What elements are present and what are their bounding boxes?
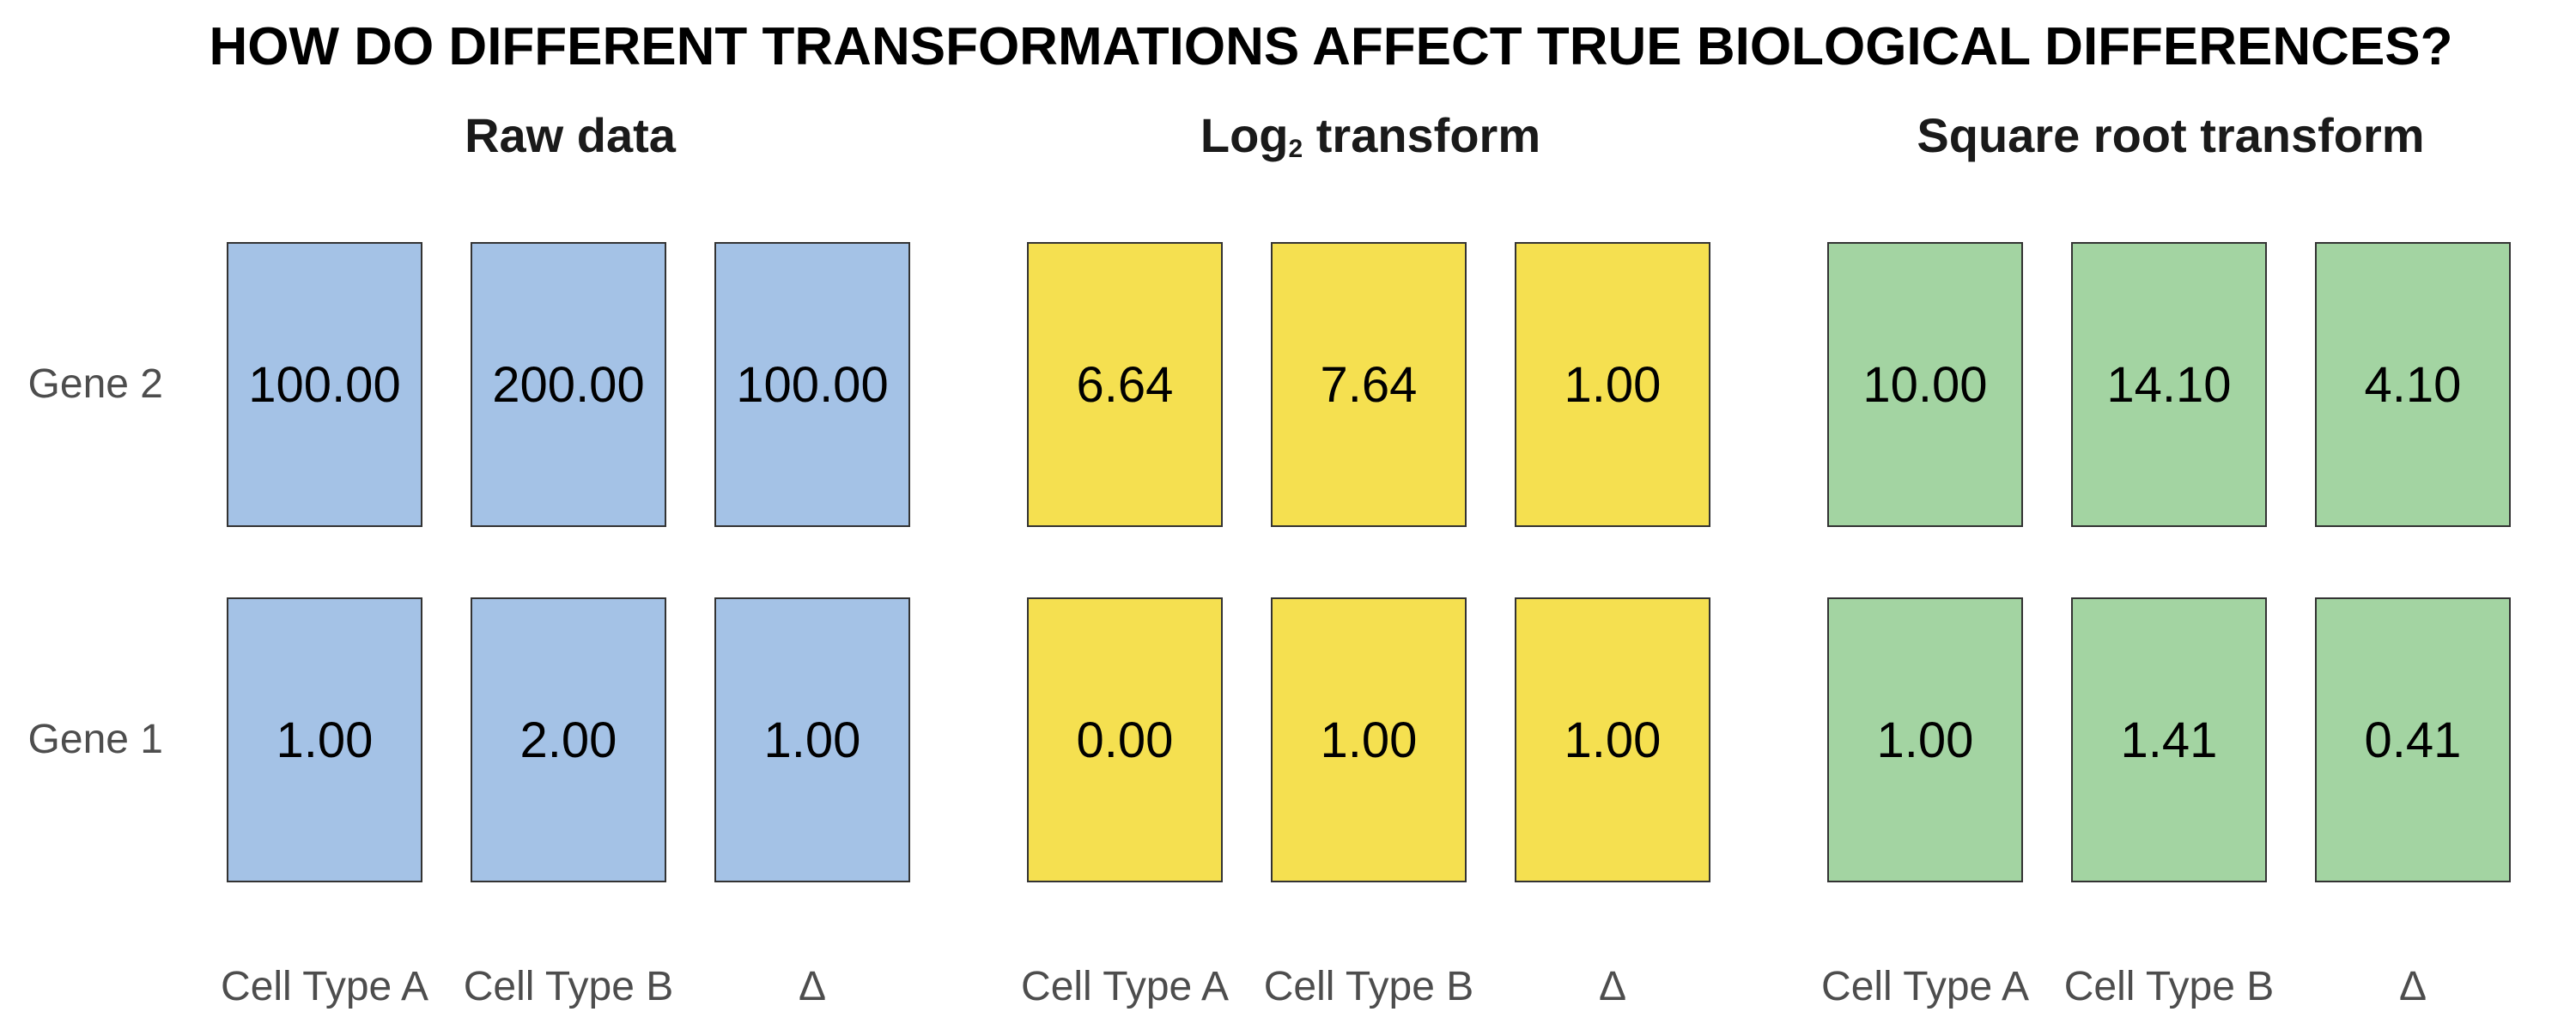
- panel-title-log2-subscript: 2: [1288, 135, 1303, 163]
- tile-value-label: 1.41: [2120, 712, 2218, 768]
- tile-value-label: 100.00: [736, 356, 889, 413]
- column-label-delta: Δ: [798, 964, 827, 1009]
- heatmap-tile: 1.00: [714, 597, 910, 882]
- heatmap-tile: 7.64: [1271, 242, 1467, 527]
- panel-title-sqrt: Square root transform: [1917, 108, 2425, 162]
- tile-value-label: 6.64: [1076, 356, 1174, 413]
- heatmap-tile: 1.00: [227, 597, 422, 882]
- row-label-gene-1: Gene 1: [27, 717, 163, 762]
- heatmap-tile: 1.00: [1827, 597, 2023, 882]
- tile-value-label: 1.00: [1564, 712, 1662, 768]
- tile-value-label: 1.00: [1320, 712, 1418, 768]
- chart-title: HOW DO DIFFERENT TRANSFORMATIONS AFFECT …: [209, 17, 2453, 76]
- heatmap-tile: 14.10: [2071, 242, 2267, 527]
- tile-value-label: 7.64: [1320, 356, 1418, 413]
- tile-value-label: 100.00: [248, 356, 401, 413]
- heatmap-tile: 1.00: [1515, 597, 1710, 882]
- panel-title-log2-rest: transform: [1303, 108, 1541, 162]
- heatmap-tile: 10.00: [1827, 242, 2023, 527]
- heatmap-tile: 200.00: [471, 242, 666, 527]
- tile-value-label: 10.00: [1862, 356, 1988, 413]
- column-label-delta: Δ: [2398, 964, 2427, 1009]
- column-label-cell-type-a: Cell Type A: [1821, 964, 2029, 1009]
- tile-value-label: 1.00: [1564, 356, 1662, 413]
- heatmap-tile: 100.00: [714, 242, 910, 527]
- heatmap-tile: 1.00: [1271, 597, 1467, 882]
- column-label-cell-type-b: Cell Type B: [463, 964, 674, 1009]
- column-label-cell-type-a: Cell Type A: [1021, 964, 1229, 1009]
- tile-value-label: 1.00: [276, 712, 374, 768]
- tile-value-label: 2.00: [519, 712, 617, 768]
- heatmap-tile: 0.41: [2315, 597, 2511, 882]
- heatmap-tile: 0.00: [1027, 597, 1223, 882]
- tile-value-label: 200.00: [492, 356, 645, 413]
- tile-value-label: 14.10: [2106, 356, 2232, 413]
- column-label-cell-type-a: Cell Type A: [221, 964, 428, 1009]
- row-label-gene-2: Gene 2: [27, 361, 163, 407]
- tile-value-label: 1.00: [763, 712, 861, 768]
- heatmap-tile: 100.00: [227, 242, 422, 527]
- column-label-cell-type-b: Cell Type B: [2063, 964, 2275, 1009]
- heatmap-tile: 1.00: [1515, 242, 1710, 527]
- heatmap-tile: 2.00: [471, 597, 666, 882]
- heatmap-tile: 4.10: [2315, 242, 2511, 527]
- panel-title-raw: Raw data: [465, 108, 676, 162]
- tile-value-label: 0.41: [2364, 712, 2462, 768]
- tile-value-label: 1.00: [1876, 712, 1974, 768]
- panel-title-log2-main: Log: [1200, 108, 1289, 162]
- heatmap-tile: 6.64: [1027, 242, 1223, 527]
- column-label-delta: Δ: [1598, 964, 1627, 1009]
- tile-value-label: 4.10: [2364, 356, 2462, 413]
- column-label-cell-type-b: Cell Type B: [1263, 964, 1474, 1009]
- tile-value-label: 0.00: [1076, 712, 1174, 768]
- panel-title-log2: Log2 transform: [1027, 101, 1714, 170]
- heatmap-tile: 1.41: [2071, 597, 2267, 882]
